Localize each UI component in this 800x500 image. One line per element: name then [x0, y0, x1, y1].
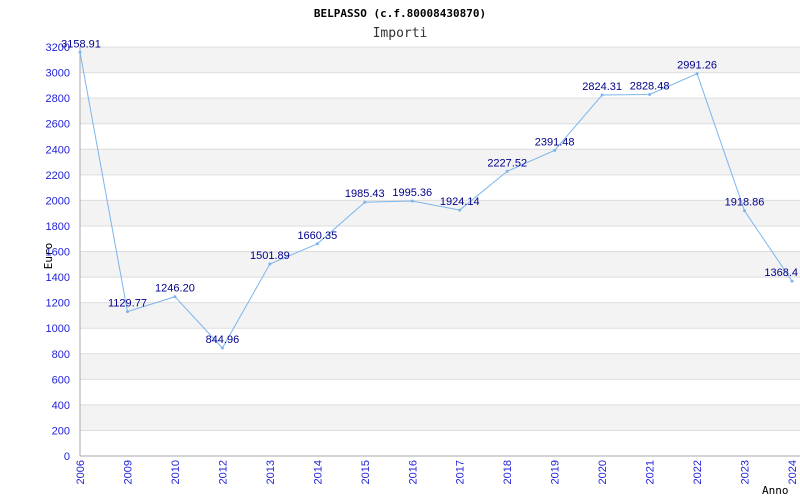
y-tick-label: 200	[52, 425, 70, 437]
data-label: 1660.35	[297, 230, 337, 242]
y-tick-label: 1400	[46, 272, 70, 284]
data-point	[315, 242, 319, 246]
data-point	[220, 346, 224, 350]
chart-subtitle: Importi	[373, 26, 428, 41]
data-point	[743, 209, 747, 213]
y-tick-label: 3200	[46, 42, 70, 54]
data-label: 1985.43	[345, 188, 385, 200]
data-point	[790, 279, 794, 283]
y-tick-label: 3000	[46, 68, 70, 80]
data-label: 1995.36	[392, 187, 432, 199]
data-point	[553, 148, 557, 152]
x-tick-label: 2018	[502, 460, 514, 484]
data-point	[458, 208, 462, 212]
data-point	[505, 169, 509, 173]
x-tick-label: 2015	[360, 460, 372, 484]
data-point	[695, 72, 699, 76]
data-label: 1129.77	[108, 298, 147, 310]
y-tick-label: 1000	[46, 323, 70, 335]
x-tick-label: 2014	[312, 460, 324, 484]
y-axis-label: Euro	[42, 243, 55, 270]
y-tick-label: 400	[52, 400, 70, 412]
grid-band	[80, 302, 800, 329]
y-tick-label: 800	[52, 349, 70, 361]
x-tick-label: 2023	[740, 460, 752, 484]
data-point	[78, 50, 82, 54]
x-tick-label: 2006	[75, 460, 87, 484]
grid-band	[80, 353, 800, 380]
y-tick-label: 2600	[46, 119, 70, 131]
data-point	[125, 310, 129, 314]
data-point	[268, 262, 272, 266]
x-tick-label: 2020	[597, 460, 609, 484]
x-tick-label: 2013	[265, 460, 277, 484]
data-label: 2391.48	[535, 136, 575, 148]
x-tick-labels: 2006 2009 2010 2012 2013 2014 2015 2016 2017 2018…	[75, 460, 799, 484]
data-label: 2991.26	[677, 60, 717, 72]
x-tick-label: 2022	[692, 460, 704, 484]
x-tick-label: 2009	[122, 460, 134, 484]
y-tick-label: 2200	[46, 170, 70, 182]
y-tick-label: 0	[64, 451, 70, 463]
grid-band	[80, 149, 800, 175]
x-tick-label: 2012	[217, 460, 229, 484]
series-line	[79, 52, 793, 349]
grid-band	[80, 404, 800, 431]
data-label: 3158.91	[61, 38, 101, 50]
data-label: 2824.31	[582, 81, 622, 93]
x-tick-label: 2010	[170, 460, 182, 484]
grid-band	[80, 251, 800, 278]
data-label: 1918.86	[725, 197, 765, 209]
x-tick-label: 2016	[407, 460, 419, 484]
data-label: 1368.4	[764, 267, 798, 279]
grid-band	[80, 47, 800, 73]
y-tick-label: 2400	[46, 144, 70, 156]
grid-bands	[80, 47, 800, 431]
grid-band	[80, 200, 800, 226]
x-tick-label: 2019	[550, 460, 562, 484]
data-label: 2227.52	[487, 157, 527, 169]
data-point	[410, 199, 414, 203]
y-tick-label: 1200	[46, 298, 70, 310]
data-label: 1924.14	[440, 196, 480, 208]
data-point	[363, 200, 367, 204]
y-tick-label: 2000	[46, 195, 70, 207]
x-tick-label: 2021	[645, 460, 657, 484]
y-tick-labels: 0 200 400 600 800 1000 1200 1400 1600 1800 2000 220…	[46, 42, 70, 463]
data-label: 2828.48	[630, 80, 670, 92]
data-label: 1246.20	[155, 283, 195, 295]
data-label: 844.96	[206, 334, 240, 346]
data-label: 1501.89	[250, 250, 290, 262]
x-tick-label: 2017	[455, 460, 467, 484]
data-point	[600, 93, 604, 97]
x-tick-label: 2024	[787, 460, 799, 484]
y-tick-label: 1800	[46, 221, 70, 233]
data-labels: 3158.91 1129.77 1246.20 844.96 1501.89 1660.3…	[61, 38, 798, 350]
grid-band	[80, 98, 800, 124]
x-axis-label: Anno	[762, 484, 789, 497]
gridlines	[80, 46, 800, 457]
y-tick-label: 2800	[46, 93, 70, 105]
chart-title: BELPASSO (c.f.80008430870)	[314, 7, 486, 20]
data-point	[648, 92, 652, 96]
data-point	[173, 295, 177, 299]
y-tick-label: 1600	[46, 247, 70, 259]
y-tick-label: 600	[52, 374, 70, 386]
